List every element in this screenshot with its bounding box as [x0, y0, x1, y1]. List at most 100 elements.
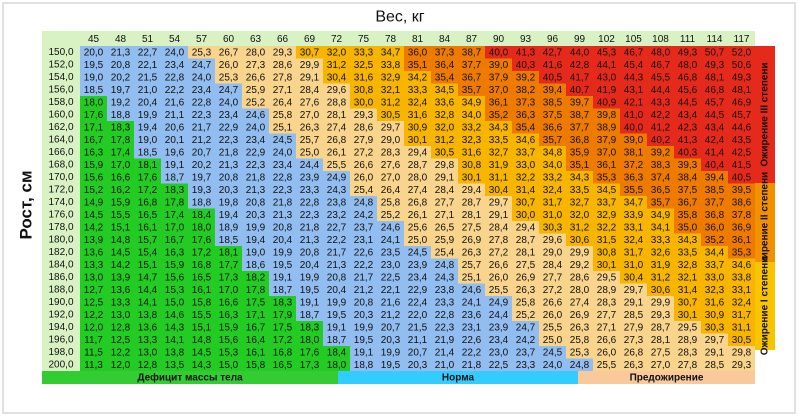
bmi-value: 31,7: [732, 310, 752, 321]
bmi-value: 33,2: [543, 172, 563, 183]
bmi-value: 42,8: [570, 60, 590, 71]
bmi-value: 27,4: [327, 122, 347, 133]
cell-bg: [539, 133, 566, 146]
bmi-value: 30,5: [732, 335, 752, 346]
bmi-value: 41,3: [678, 135, 698, 146]
bmi-value: 26,3: [570, 322, 590, 333]
bmi-value: 37,9: [489, 72, 509, 83]
cell-bg: [485, 258, 512, 271]
cell-bg: [350, 346, 377, 359]
bmi-value: 21,1: [408, 335, 428, 346]
cell-bg: [323, 108, 350, 121]
bmi-value: 23,3: [300, 185, 320, 196]
cell-bg: [323, 221, 350, 234]
bmi-value: 15,3: [219, 347, 239, 358]
bmi-value: 28,1: [651, 335, 671, 346]
bmi-value: 36,3: [516, 110, 536, 121]
cell-bg: [512, 321, 539, 334]
cell-bg: [377, 296, 404, 309]
bmi-value: 38,4: [678, 172, 698, 183]
bmi-value: 31,7: [624, 247, 644, 258]
height-header: 172,0: [48, 184, 73, 195]
cell-bg: [539, 183, 566, 196]
bmi-value: 12,8: [111, 322, 131, 333]
bmi-value: 29,8: [732, 347, 752, 358]
cell-bg: [539, 283, 566, 296]
bmi-value: 19,4: [138, 122, 158, 133]
bmi-value: 17,5: [246, 297, 266, 308]
bmi-value: 41,6: [543, 60, 563, 71]
cell-bg: [647, 221, 674, 234]
bmi-value: 28,3: [597, 297, 617, 308]
cell-bg: [296, 233, 323, 246]
cell-bg: [350, 233, 377, 246]
cell-bg: [215, 133, 242, 146]
cell-bg: [134, 346, 161, 359]
bmi-value: 36,5: [651, 185, 671, 196]
cell-bg: [674, 296, 701, 309]
bmi-value: 13,9: [84, 235, 104, 246]
cell-bg: [134, 333, 161, 346]
bmi-value: 27,5: [651, 347, 671, 358]
cell-bg: [377, 146, 404, 159]
bmi-value: 50,6: [732, 60, 752, 71]
cell-bg: [296, 133, 323, 146]
bmi-value: 38,3: [651, 160, 671, 171]
bmi-value: 30,3: [705, 322, 725, 333]
bmi-value: 18,5: [138, 147, 158, 158]
cell-bg: [485, 158, 512, 171]
bmi-value: 28,5: [705, 360, 725, 371]
cell-bg: [485, 121, 512, 134]
cell-bg: [647, 258, 674, 271]
bmi-value: 22,2: [327, 235, 347, 246]
cell-bg: [458, 321, 485, 334]
bmi-value: 29,1: [705, 347, 725, 358]
cell-bg: [701, 283, 728, 296]
bmi-value: 37,0: [597, 147, 617, 158]
cell-bg: [512, 358, 539, 371]
cell-bg: [566, 246, 593, 259]
cell-bg: [566, 283, 593, 296]
bmi-value: 24,0: [273, 147, 293, 158]
bmi-value: 26,4: [273, 97, 293, 108]
cell-bg: [296, 58, 323, 71]
bmi-value: 17,6: [300, 347, 320, 358]
cell-bg: [404, 183, 431, 196]
bmi-value: 27,9: [354, 135, 374, 146]
bmi-value: 25,8: [516, 297, 536, 308]
height-header: 156,0: [48, 84, 73, 95]
bmi-value: 21,3: [327, 260, 347, 271]
cell-bg: [242, 308, 269, 321]
cell-bg: [404, 146, 431, 159]
cell-bg: [107, 196, 134, 209]
bmi-value: 22,3: [219, 135, 239, 146]
bmi-value: 32,7: [570, 197, 590, 208]
cell-bg: [188, 146, 215, 159]
height-header: 154,0: [48, 72, 73, 83]
cell-bg: [377, 321, 404, 334]
cell-bg: [593, 46, 620, 59]
bmi-value: 13,6: [111, 285, 131, 296]
cell-bg: [512, 183, 539, 196]
bmi-value: 30,0: [354, 97, 374, 108]
bmi-value: 24,8: [570, 360, 590, 371]
cell-bg: [296, 71, 323, 84]
cell-bg: [350, 358, 377, 371]
cell-bg: [566, 96, 593, 109]
cell-bg: [458, 183, 485, 196]
bmi-value: 19,9: [354, 322, 374, 333]
cell-bg: [134, 171, 161, 184]
bmi-value: 23,8: [327, 197, 347, 208]
cell-bg: [296, 258, 323, 271]
bmi-value: 22,8: [192, 97, 212, 108]
cell-bg: [485, 358, 512, 371]
bmi-value: 16,7: [84, 135, 104, 146]
cell-bg: [215, 258, 242, 271]
bmi-value: 29,7: [624, 285, 644, 296]
bmi-value: 16,2: [111, 185, 131, 196]
bmi-value: 23,8: [435, 285, 455, 296]
cell-bg: [296, 121, 323, 134]
bmi-value: 30,4: [327, 72, 347, 83]
bmi-value: 22,2: [462, 347, 482, 358]
cell-bg: [134, 183, 161, 196]
